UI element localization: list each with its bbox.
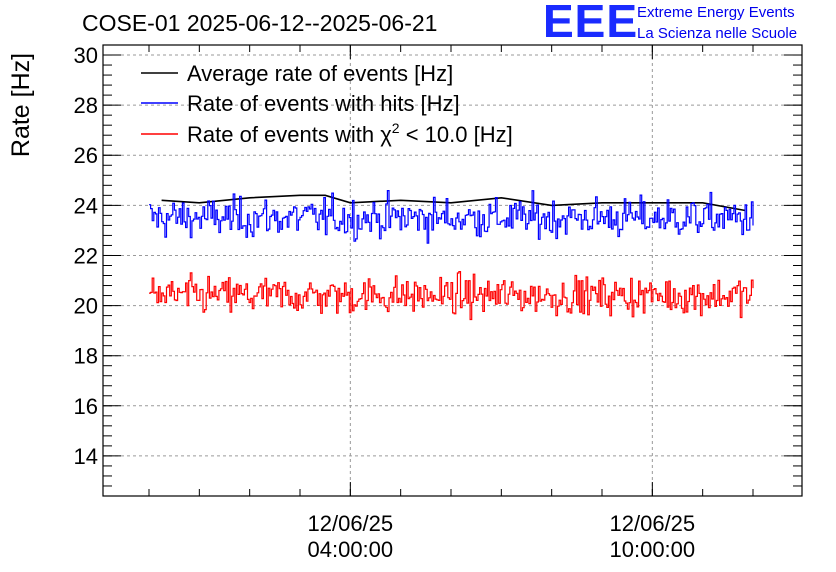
axes: 14161820222426283012/06/2504:00:0012/06/… (74, 43, 802, 562)
series-layer (149, 190, 754, 321)
y-tick-label: 30 (74, 43, 98, 68)
chart-title: COSE-01 2025-06-12--2025-06-21 (82, 10, 438, 36)
y-tick-label: 24 (74, 193, 98, 218)
y-tick-label: 20 (74, 294, 98, 319)
legend-entry-2: Rate of events with χ2 < 10.0 [Hz] (187, 120, 513, 147)
legend-entry-1: Rate of events with hits [Hz] (187, 91, 460, 116)
x-tick-label-date: 12/06/25 (308, 511, 394, 536)
series-line-1 (149, 190, 754, 244)
eee-logo: EEE (543, 0, 639, 47)
legend: Average rate of events [Hz] Rate of event… (141, 61, 513, 147)
legend-entry-0: Average rate of events [Hz] (187, 61, 453, 86)
series-line-0 (161, 194, 745, 212)
logo-caption-line2: La Scienza nelle Scuole (637, 25, 798, 42)
plot-frame (102, 44, 803, 497)
y-axis-label: Rate [Hz] (7, 53, 35, 157)
x-tick-label-date: 12/06/25 (610, 511, 696, 536)
y-tick-label: 26 (74, 143, 98, 168)
y-tick-label: 22 (74, 243, 98, 268)
logo-caption-line1: Extreme Energy Events (637, 4, 795, 21)
y-tick-label: 16 (74, 394, 98, 419)
y-tick-label: 28 (74, 93, 98, 118)
x-tick-label-time: 10:00:00 (610, 537, 696, 562)
y-tick-label: 18 (74, 344, 98, 369)
y-tick-label: 14 (74, 444, 98, 469)
series-line-2 (149, 271, 754, 321)
x-tick-label-time: 04:00:00 (308, 537, 394, 562)
